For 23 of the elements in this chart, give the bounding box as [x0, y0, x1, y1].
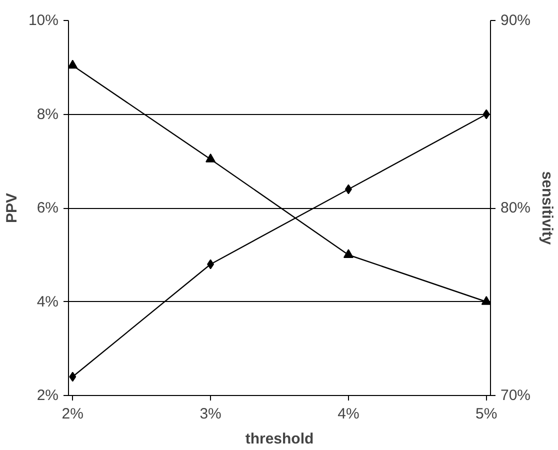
x-axis-title: threshold — [245, 430, 314, 448]
y-axis-title: PPV — [3, 192, 20, 224]
point — [68, 60, 78, 69]
y-tick-label: 6% — [36, 200, 59, 216]
point — [343, 249, 354, 258]
y-tick-label: 8% — [36, 106, 59, 123]
point — [206, 154, 216, 162]
point — [481, 296, 490, 305]
x-tick-label: 2% — [62, 406, 84, 422]
y-tick-label: 2% — [36, 387, 59, 404]
y2-tick-label: 80% — [500, 200, 531, 216]
y2-tick-label: 90% — [500, 12, 531, 29]
point — [482, 109, 490, 120]
point — [207, 259, 214, 270]
x-tick-label: 3% — [200, 406, 222, 422]
y-tick-label: 4% — [36, 293, 59, 310]
point — [69, 372, 76, 382]
point — [344, 184, 352, 194]
y2-axis-title: sensitivity — [538, 171, 556, 246]
y2-tick-label: 70% — [500, 387, 531, 404]
y-tick-label: 10% — [28, 12, 59, 29]
x-tick-label: 5% — [476, 406, 498, 422]
x-tick-label: 4% — [338, 406, 360, 422]
